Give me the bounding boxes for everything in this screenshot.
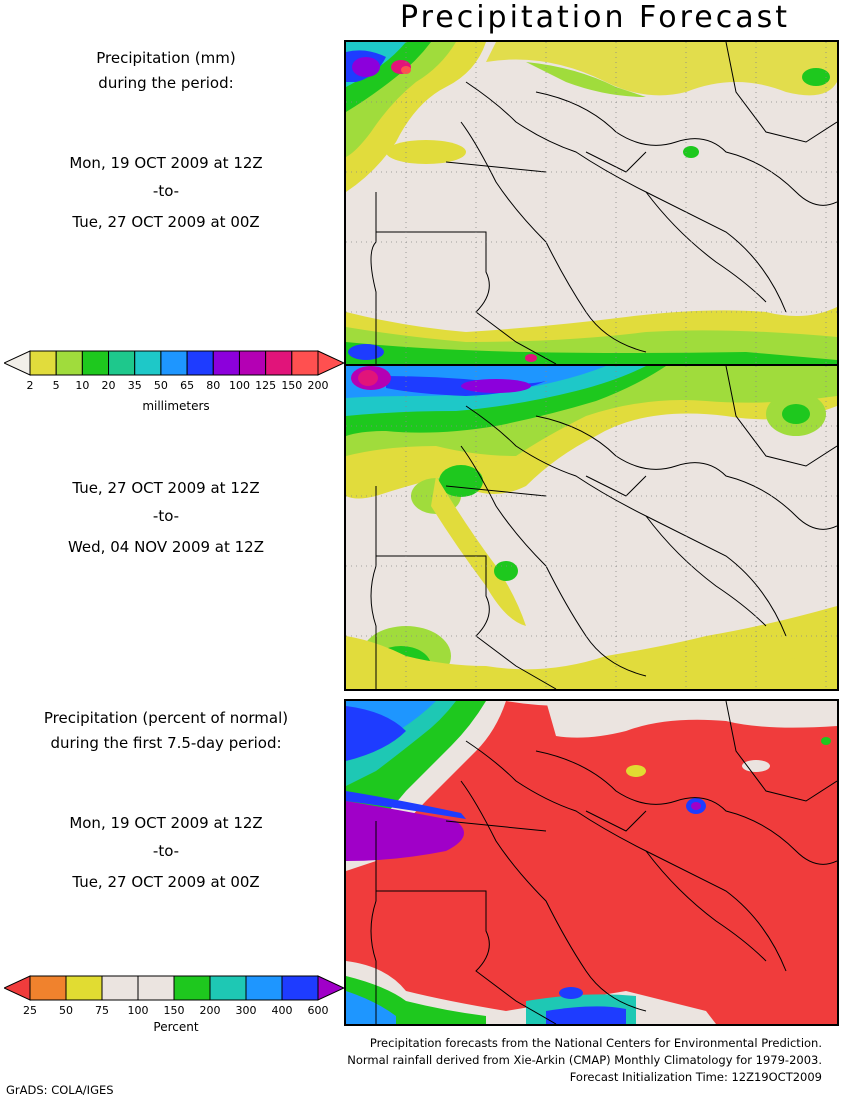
panel1-heading-2: during the period: bbox=[98, 74, 234, 92]
credit-line-2: Normal rainfall derived from Xie-Arkin (… bbox=[347, 1053, 822, 1067]
panel3-heading-1: Precipitation (percent of normal) bbox=[43, 709, 289, 727]
colorbar-mm-swatch bbox=[265, 350, 293, 376]
panel3-start-date: Mon, 19 OCT 2009 at 12Z bbox=[69, 814, 263, 832]
colorbar-pct-unit: Percent bbox=[153, 1020, 199, 1034]
colorbar-mm-tick-label: 80 bbox=[206, 379, 221, 392]
colorbar-mm-tick-label: 35 bbox=[127, 379, 142, 392]
map-panel-2 bbox=[344, 364, 839, 691]
colorbar-mm-unit: millimeters bbox=[142, 399, 210, 413]
panel2-to: -to- bbox=[152, 507, 180, 525]
panel1-end-date: Tue, 27 OCT 2009 at 00Z bbox=[72, 213, 260, 231]
precip-map-week1 bbox=[346, 42, 837, 364]
colorbar-pct-tick-label: 25 bbox=[23, 1004, 37, 1017]
colorbar-pct-tick-label: 75 bbox=[95, 1004, 109, 1017]
percent-normal-map bbox=[346, 701, 837, 1024]
colorbar-mm-swatch bbox=[186, 350, 214, 376]
colorbar-mm-swatch bbox=[108, 350, 136, 376]
panel3-end-date: Tue, 27 OCT 2009 at 00Z bbox=[72, 873, 260, 891]
colorbar-pct-tick-label: 200 bbox=[199, 1004, 221, 1017]
colorbar-pct-swatch bbox=[29, 975, 67, 1001]
colorbar-pct-swatches bbox=[2, 975, 346, 1001]
colorbar-mm-tick-label: 50 bbox=[153, 379, 168, 392]
colorbar-mm-tick-label: 150 bbox=[281, 379, 303, 392]
colorbar-pct-swatch bbox=[173, 975, 211, 1001]
colorbar-mm-swatch bbox=[212, 350, 240, 376]
colorbar-percent: 25 50 75 100 150 200 300 400 600 Percent bbox=[2, 974, 346, 1034]
colorbar-mm-swatch bbox=[29, 350, 57, 376]
colorbar-mm-swatch bbox=[81, 350, 110, 376]
colorbar-mm-tick-label: 2 bbox=[26, 379, 34, 392]
colorbar-pct-tick-label: 600 bbox=[307, 1004, 329, 1017]
colorbar-mm-swatch bbox=[160, 350, 188, 376]
colorbar-mm-arrow-low bbox=[2, 350, 31, 376]
colorbar-millimeters: 2 5 10 20 35 50 65 80 100 125 150 200 millimeters bbox=[2, 349, 346, 419]
colorbar-mm-swatch bbox=[55, 350, 83, 376]
colorbar-mm-tick-label: 65 bbox=[180, 379, 195, 392]
panel1-to: -to- bbox=[152, 182, 180, 200]
panel3-to: -to- bbox=[152, 842, 180, 860]
page-title: Precipitation Forecast bbox=[400, 0, 790, 35]
panel3-heading-2: during the first 7.5-day period: bbox=[50, 734, 282, 752]
colorbar-pct-tick-label: 50 bbox=[59, 1004, 73, 1017]
colorbar-mm-swatch bbox=[238, 350, 267, 376]
credit-line-3: Forecast Initialization Time: 12Z19OCT20… bbox=[569, 1070, 822, 1084]
colorbar-mm-tick-label: 200 bbox=[307, 379, 329, 392]
map-panel-3 bbox=[344, 699, 839, 1026]
colorbar-mm-tick-label: 125 bbox=[255, 379, 277, 392]
colorbar-pct-tick-label: 300 bbox=[235, 1004, 257, 1017]
panel2-end-date: Wed, 04 NOV 2009 at 12Z bbox=[67, 538, 265, 556]
colorbar-mm-tick-label: 10 bbox=[75, 379, 90, 392]
colorbar-mm-arrow-high bbox=[317, 350, 346, 376]
precip-map-week2 bbox=[346, 366, 837, 689]
panel1-heading-1: Precipitation (mm) bbox=[96, 49, 236, 67]
colorbar-mm-swatch bbox=[134, 350, 162, 376]
colorbar-pct-swatch bbox=[137, 975, 175, 1001]
map-panel-1 bbox=[344, 40, 839, 366]
colorbar-mm-tick-label: 100 bbox=[228, 379, 250, 392]
colorbar-pct-tick-label: 400 bbox=[271, 1004, 293, 1017]
colorbar-pct-tick-label: 150 bbox=[163, 1004, 185, 1017]
colorbar-pct-swatch bbox=[65, 975, 103, 1001]
colorbar-pct-swatch bbox=[209, 975, 247, 1001]
colorbar-mm-swatch bbox=[291, 350, 319, 376]
panel2-start-date: Tue, 27 OCT 2009 at 12Z bbox=[72, 479, 260, 497]
colorbar-pct-swatch bbox=[281, 975, 319, 1001]
colorbar-pct-swatch bbox=[101, 975, 139, 1001]
colorbar-pct-tick-label: 100 bbox=[127, 1004, 149, 1017]
credit-line-1: Precipitation forecasts from the Nationa… bbox=[369, 1036, 822, 1050]
colorbar-mm-tick-label: 5 bbox=[52, 379, 60, 392]
colorbar-pct-swatch bbox=[245, 975, 283, 1001]
colorbar-pct-arrow-high bbox=[317, 975, 346, 1001]
colorbar-pct-arrow-low bbox=[2, 975, 31, 1001]
colorbar-mm-tick-label: 20 bbox=[101, 379, 116, 392]
panel1-start-date: Mon, 19 OCT 2009 at 12Z bbox=[69, 154, 263, 172]
colorbar-mm-swatches bbox=[2, 350, 346, 376]
grads-footer: GrADS: COLA/IGES bbox=[6, 1083, 114, 1097]
